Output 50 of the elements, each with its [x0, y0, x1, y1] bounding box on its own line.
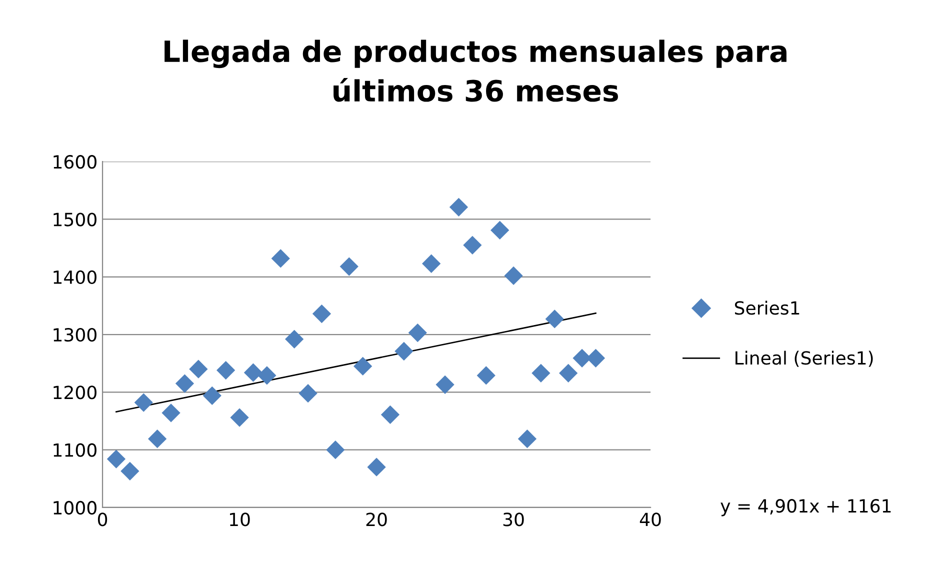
point [326, 440, 345, 460]
x-tick-label: 40 [640, 512, 661, 526]
y-tick-label: 1000 [54, 500, 96, 515]
y-tick-label: 1600 [54, 155, 96, 169]
y-tick-label: 1200 [54, 386, 96, 400]
point [162, 404, 180, 422]
point [354, 356, 372, 376]
x-tick-label: 0 [98, 512, 108, 526]
text: y = 4,901x + 1161 [720, 499, 891, 516]
y-tick-label: 1100 [54, 443, 96, 457]
point [408, 323, 427, 342]
legend-label: Lineal (Series1) [736, 350, 873, 367]
point [216, 360, 236, 380]
point [271, 249, 290, 268]
y-tick-label: 1400 [54, 270, 96, 284]
point [202, 386, 222, 405]
point [422, 254, 441, 273]
y-tick-label: 1300 [54, 328, 96, 342]
point [120, 462, 140, 480]
chart-title: Llegada de productos mensuales para últimos 36 meses [164, 40, 786, 102]
point [230, 408, 249, 427]
x-tick-label: 10 [230, 512, 250, 526]
point [559, 364, 578, 382]
x-tick-label: 20 [366, 512, 387, 526]
point [367, 458, 386, 476]
point [298, 384, 318, 403]
point [532, 364, 550, 382]
y-tick-label: 1500 [54, 212, 96, 226]
point [504, 266, 523, 286]
point [463, 236, 482, 254]
point [449, 198, 468, 216]
point [148, 430, 167, 448]
point [545, 310, 564, 328]
point [436, 375, 454, 394]
point [285, 330, 304, 348]
point [380, 405, 400, 424]
point [244, 363, 263, 382]
point [340, 257, 358, 276]
point [134, 393, 153, 412]
legend-label: Series1 [734, 300, 800, 315]
point [258, 366, 276, 385]
point [312, 304, 332, 324]
point [490, 220, 510, 240]
point [106, 450, 126, 468]
point [189, 360, 208, 378]
point [394, 342, 414, 361]
point [518, 430, 537, 448]
point [476, 366, 496, 385]
x-tick-label: 30 [503, 512, 524, 526]
point [175, 374, 194, 393]
